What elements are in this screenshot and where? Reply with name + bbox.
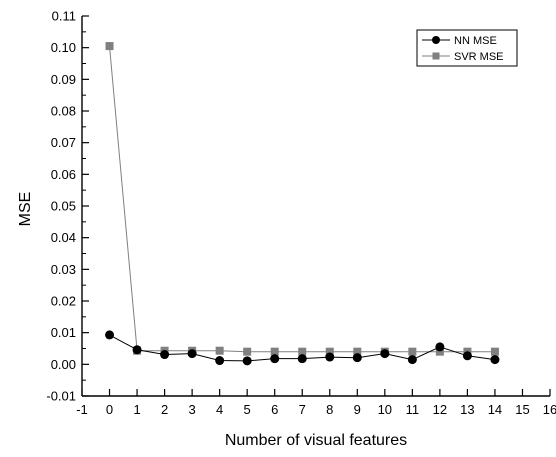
x-tick-label: 8 bbox=[326, 402, 333, 417]
y-axis-title: MSE bbox=[17, 192, 34, 227]
data-point-nn-mse bbox=[270, 354, 280, 364]
y-tick-label: 0.10 bbox=[51, 40, 76, 55]
x-tick-label: -1 bbox=[76, 402, 88, 417]
y-tick-label: 0.09 bbox=[51, 72, 76, 87]
data-point-nn-mse bbox=[160, 350, 170, 360]
data-point-nn-mse bbox=[352, 353, 362, 363]
x-tick-label: 15 bbox=[515, 402, 529, 417]
y-tick-label: 0.11 bbox=[52, 9, 76, 24]
x-tick-label: 9 bbox=[354, 402, 361, 417]
y-tick-label: 0.07 bbox=[51, 135, 76, 150]
y-tick-label: 0.06 bbox=[51, 167, 76, 182]
legend: NN MSE SVR MSE bbox=[416, 29, 518, 67]
data-point-svr-mse bbox=[243, 347, 252, 356]
y-tick-label: 0.04 bbox=[51, 230, 76, 245]
data-point-nn-mse bbox=[407, 355, 417, 365]
data-point-svr-mse bbox=[270, 347, 279, 356]
x-tick-label: 2 bbox=[161, 402, 168, 417]
x-tick-label: 12 bbox=[433, 402, 447, 417]
data-point-nn-mse bbox=[215, 356, 225, 366]
legend-label: NN MSE bbox=[454, 35, 497, 47]
x-tick-label: 14 bbox=[488, 402, 502, 417]
x-tick-label: 1 bbox=[133, 402, 140, 417]
x-axis-title: Number of visual features bbox=[225, 432, 407, 449]
legend-label: SVR MSE bbox=[454, 51, 504, 63]
x-tick-label: 6 bbox=[271, 402, 278, 417]
x-tick-label: 0 bbox=[106, 402, 113, 417]
series-line-svr-mse bbox=[109, 46, 495, 353]
y-tick-label: 0.05 bbox=[51, 199, 76, 214]
y-tick-label: -0.01 bbox=[46, 389, 76, 404]
data-point-nn-mse bbox=[105, 330, 115, 340]
x-tick-label: 3 bbox=[189, 402, 196, 417]
legend-marker-square bbox=[432, 52, 440, 60]
data-point-svr-mse bbox=[408, 347, 417, 356]
data-point-svr-mse bbox=[435, 347, 444, 356]
data-point-nn-mse bbox=[242, 356, 252, 366]
series-layer bbox=[105, 42, 500, 366]
data-point-nn-mse bbox=[297, 354, 307, 364]
data-point-nn-mse bbox=[132, 345, 142, 355]
legend-marker-circle bbox=[432, 36, 440, 44]
y-tick-label: 0.01 bbox=[51, 325, 76, 340]
legend-box bbox=[416, 29, 518, 67]
data-point-svr-mse bbox=[298, 347, 307, 356]
y-tick-label: 0.00 bbox=[51, 357, 76, 372]
x-tick-label: 7 bbox=[299, 402, 306, 417]
data-point-svr-mse bbox=[105, 42, 114, 51]
data-point-svr-mse bbox=[215, 346, 224, 355]
x-tick-label: 10 bbox=[378, 402, 392, 417]
data-point-nn-mse bbox=[462, 351, 472, 361]
data-point-svr-mse bbox=[353, 347, 362, 356]
axes: -0.01 0.00 0.01 0.02 0.03 0.04 0.05 0.06 0.07 0.0… bbox=[46, 9, 556, 418]
data-point-nn-mse bbox=[325, 352, 335, 362]
data-point-nn-mse bbox=[380, 349, 390, 359]
x-tick-label: 4 bbox=[216, 402, 223, 417]
y-tick-label: 0.03 bbox=[51, 262, 76, 277]
x-tick-label: 11 bbox=[406, 402, 420, 417]
data-point-nn-mse bbox=[435, 342, 445, 352]
data-point-svr-mse bbox=[490, 347, 499, 356]
x-tick-label: 13 bbox=[460, 402, 474, 417]
data-point-nn-mse bbox=[187, 349, 197, 359]
y-tick-label: 0.08 bbox=[51, 104, 76, 119]
x-tick-label: 5 bbox=[244, 402, 251, 417]
data-point-nn-mse bbox=[490, 355, 500, 365]
y-tick-label: 0.02 bbox=[51, 294, 76, 309]
x-tick-label: 16 bbox=[543, 402, 556, 417]
data-point-svr-mse bbox=[325, 347, 334, 356]
